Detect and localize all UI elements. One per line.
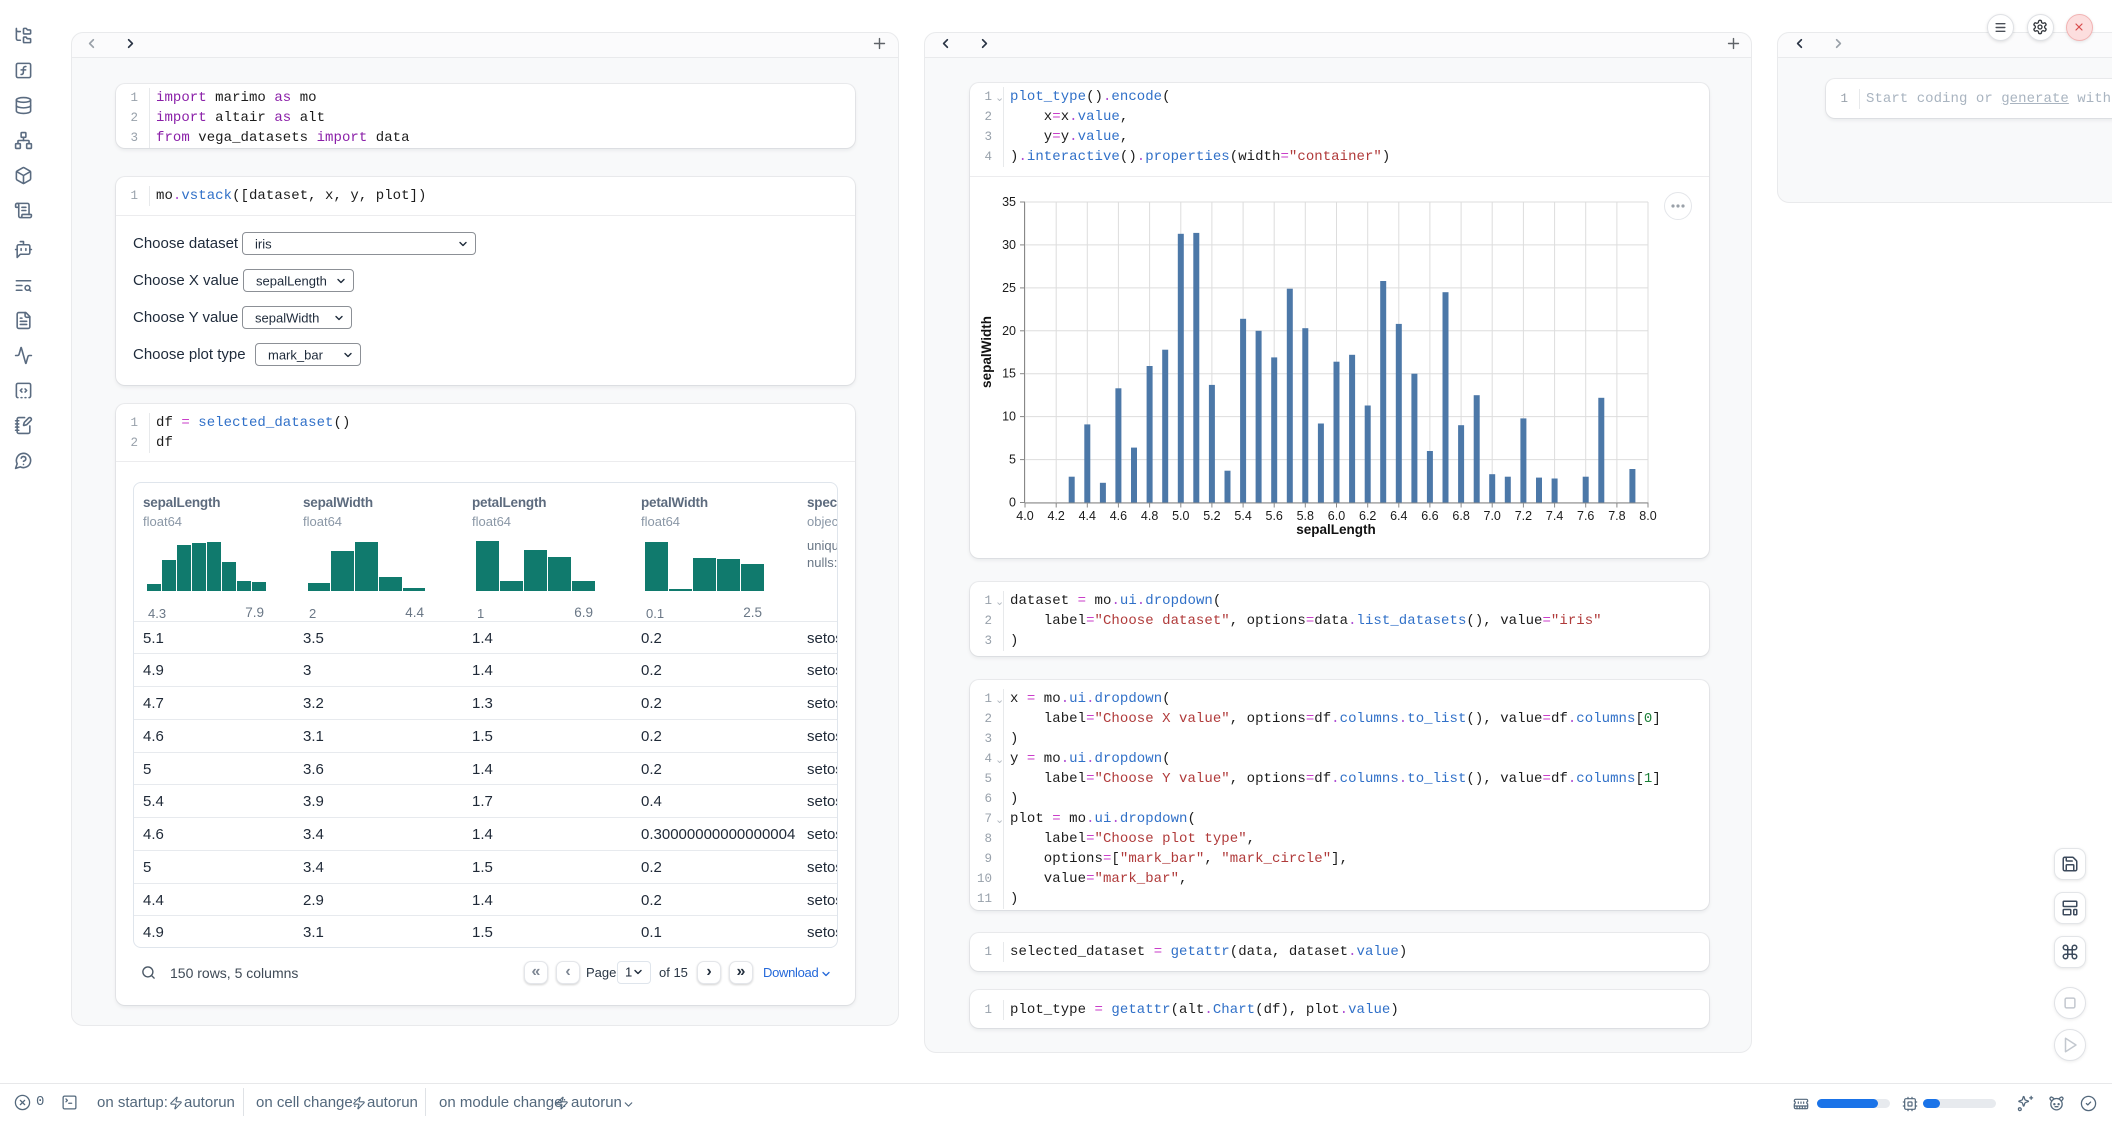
- svg-text:sepalWidth: sepalWidth: [979, 316, 994, 388]
- svg-text:10: 10: [1002, 410, 1016, 424]
- svg-text:4.8: 4.8: [1141, 509, 1158, 523]
- svg-text:4.4: 4.4: [1079, 509, 1096, 523]
- svg-text:7.0: 7.0: [1484, 509, 1501, 523]
- svg-text:sepalLength: sepalLength: [1296, 522, 1376, 537]
- svg-text:5.2: 5.2: [1203, 509, 1220, 523]
- svg-text:6.6: 6.6: [1421, 509, 1438, 523]
- svg-text:4.0: 4.0: [1016, 509, 1033, 523]
- svg-text:6.0: 6.0: [1328, 509, 1345, 523]
- svg-text:6.4: 6.4: [1390, 509, 1407, 523]
- svg-text:7.4: 7.4: [1546, 509, 1563, 523]
- svg-text:7.6: 7.6: [1577, 509, 1594, 523]
- svg-text:5.4: 5.4: [1234, 509, 1251, 523]
- svg-text:0: 0: [1009, 496, 1016, 510]
- svg-text:15: 15: [1002, 367, 1016, 381]
- svg-text:4.2: 4.2: [1048, 509, 1065, 523]
- svg-text:30: 30: [1002, 238, 1016, 252]
- svg-text:7.8: 7.8: [1608, 509, 1625, 523]
- svg-text:5.8: 5.8: [1297, 509, 1314, 523]
- svg-text:4.6: 4.6: [1110, 509, 1127, 523]
- svg-text:25: 25: [1002, 281, 1016, 295]
- svg-text:5.6: 5.6: [1266, 509, 1283, 523]
- svg-text:6.8: 6.8: [1452, 509, 1469, 523]
- svg-text:8.0: 8.0: [1639, 509, 1656, 523]
- svg-text:7.2: 7.2: [1515, 509, 1532, 523]
- svg-text:35: 35: [1002, 195, 1016, 209]
- svg-text:5.0: 5.0: [1172, 509, 1189, 523]
- svg-text:5: 5: [1009, 453, 1016, 467]
- svg-text:20: 20: [1002, 324, 1016, 338]
- svg-text:6.2: 6.2: [1359, 509, 1376, 523]
